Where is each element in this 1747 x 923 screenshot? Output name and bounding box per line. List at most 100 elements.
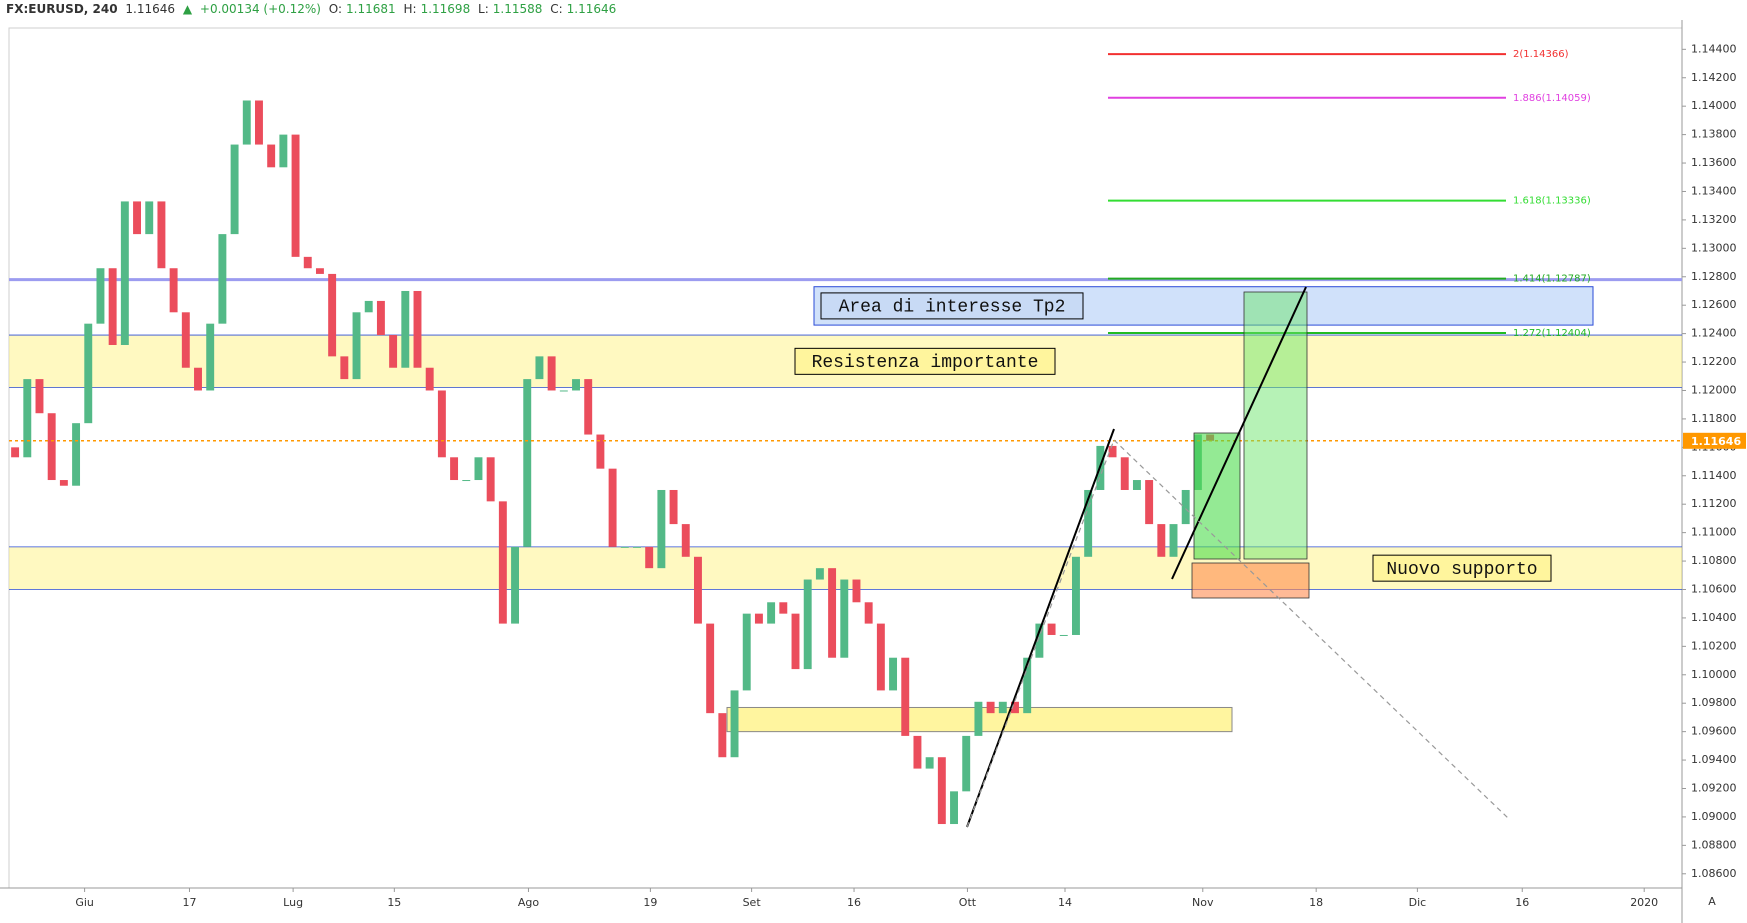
y-tick-label: 1.13000 — [1691, 241, 1737, 254]
y-tick-label: 1.10400 — [1691, 611, 1737, 624]
fib-label: 1.272(1.12404) — [1513, 328, 1591, 339]
candle — [730, 690, 739, 758]
candle — [718, 713, 727, 758]
y-tick-label: 1.12000 — [1691, 383, 1737, 396]
candle — [1035, 623, 1044, 658]
y-tick-label: 1.13600 — [1691, 156, 1737, 169]
candle — [535, 356, 544, 380]
open-value: 1.11681 — [346, 2, 396, 16]
candle — [11, 447, 20, 458]
candle — [608, 468, 617, 547]
candle — [681, 524, 690, 557]
close-value: 1.11646 — [566, 2, 617, 16]
candle — [206, 323, 215, 391]
candle — [462, 480, 471, 482]
candle — [23, 379, 32, 458]
arrow: ▲ — [182, 2, 193, 16]
y-tick-label: 1.10600 — [1691, 582, 1737, 595]
candle — [486, 457, 495, 502]
candle — [1011, 701, 1019, 714]
x-tick-label: Ott — [959, 896, 977, 909]
candle — [1108, 445, 1117, 458]
x-tick-label: Giu — [75, 896, 94, 909]
candle — [706, 623, 715, 714]
candle — [437, 390, 446, 458]
zone-label: Nuovo supporto — [1386, 560, 1537, 580]
fib-label: 1.618(1.13336) — [1513, 196, 1591, 207]
fib-label: 1.886(1.14059) — [1513, 93, 1591, 104]
candle — [986, 701, 995, 714]
last: 1.11646 — [125, 2, 176, 16]
projection-line — [1113, 439, 1510, 820]
y-tick-label: 1.11400 — [1691, 469, 1737, 482]
y-tick-label: 1.12400 — [1691, 327, 1737, 340]
candle — [828, 568, 837, 658]
candle — [803, 579, 812, 670]
candle — [633, 546, 641, 548]
l-label: L: — [478, 2, 489, 16]
x-tick-label: Dic — [1409, 896, 1427, 909]
candle — [876, 623, 885, 691]
auto-button[interactable]: A — [1708, 895, 1716, 908]
candle — [352, 312, 361, 380]
candle — [950, 791, 958, 825]
candle — [584, 379, 593, 435]
candle — [59, 480, 68, 486]
y-tick-label: 1.13400 — [1691, 184, 1737, 197]
candle — [511, 546, 520, 624]
candle — [242, 100, 251, 145]
x-tick-label: 14 — [1058, 896, 1072, 909]
candle — [657, 489, 666, 569]
high-value: 1.11698 — [420, 2, 471, 16]
symbol: FX:EURUSD, 240 — [6, 2, 118, 16]
target-box — [1193, 432, 1241, 560]
candle — [303, 256, 312, 269]
y-tick-label: 1.10200 — [1691, 639, 1737, 652]
candle — [1047, 623, 1056, 635]
x-tick-label: 15 — [387, 896, 401, 909]
y-tick-label: 1.13800 — [1691, 128, 1737, 141]
candle — [413, 290, 422, 368]
candle — [901, 657, 910, 736]
candle — [108, 268, 117, 345]
trend-line — [1171, 286, 1307, 580]
y-tick-label: 1.11200 — [1691, 497, 1737, 510]
zone-label: Area di interesse Tp2 — [839, 298, 1066, 318]
last-price-label: 1.11646 — [1691, 435, 1741, 448]
stop-box — [1191, 562, 1310, 599]
candle — [596, 434, 605, 469]
candle — [754, 613, 763, 624]
y-tick-label: 1.10800 — [1691, 554, 1737, 567]
candle — [815, 568, 824, 580]
trend-line — [966, 428, 1115, 828]
candle — [1169, 524, 1178, 557]
candle — [450, 457, 459, 481]
candle — [401, 290, 410, 368]
x-tick-label: 16 — [847, 896, 861, 909]
candle — [1181, 489, 1190, 525]
y-tick-label: 1.12800 — [1691, 270, 1737, 283]
y-tick-label: 1.11000 — [1691, 526, 1737, 539]
candle — [425, 367, 434, 391]
candle — [669, 489, 678, 525]
candle — [547, 356, 556, 391]
candle — [389, 335, 398, 368]
y-tick-label: 1.08800 — [1691, 838, 1737, 851]
candle — [279, 134, 288, 168]
candle — [572, 379, 580, 391]
candle — [364, 300, 373, 313]
x-tick-label: 19 — [643, 896, 657, 909]
candle — [84, 323, 93, 424]
change: +0.00134 (+0.12%) — [199, 2, 321, 16]
last-price-box — [1683, 432, 1746, 449]
zone-label-box — [1372, 554, 1552, 582]
candle — [645, 546, 654, 569]
zone-label-box — [794, 347, 1056, 375]
candle — [998, 701, 1007, 714]
candle — [523, 379, 532, 547]
candle — [962, 735, 971, 792]
candle — [498, 501, 507, 624]
x-tick-label: 2020 — [1630, 896, 1658, 909]
target-box-2 — [1243, 291, 1308, 560]
candle — [889, 657, 898, 691]
